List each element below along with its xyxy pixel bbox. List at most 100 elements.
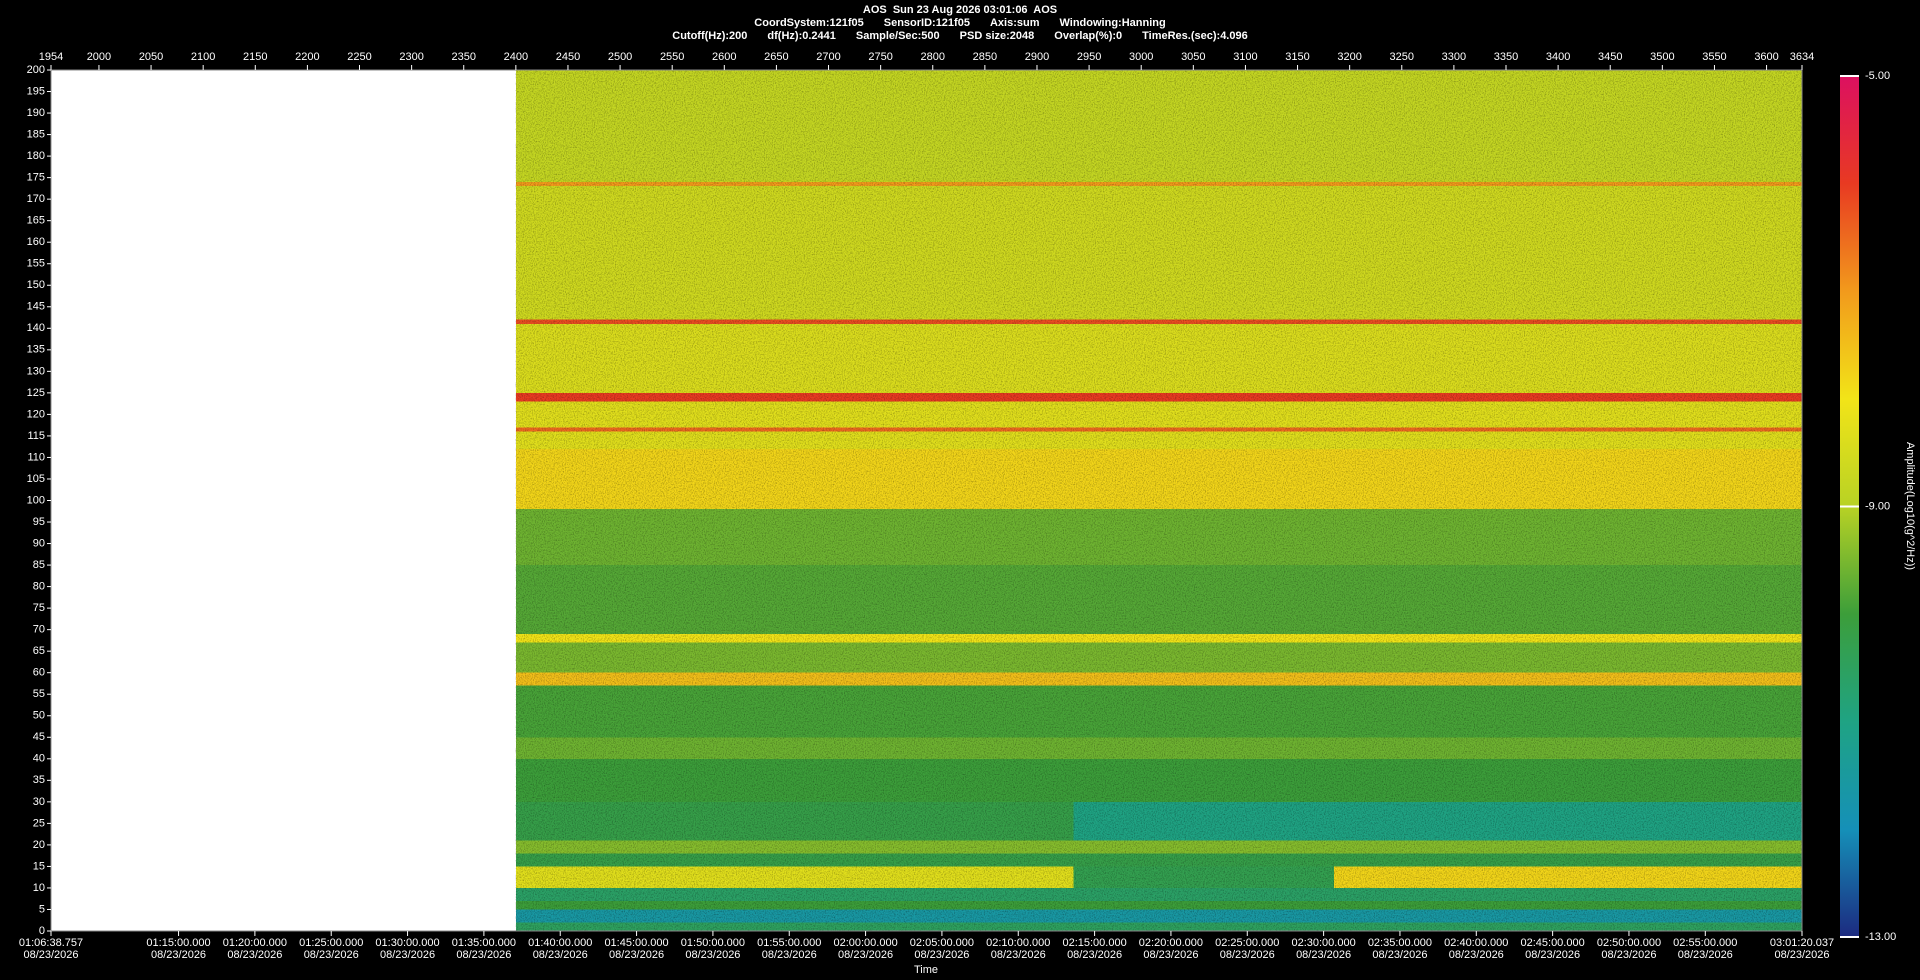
x-tick-label: 01:35:00.000 08/23/2026: [451, 937, 516, 961]
y-tick-label: 145: [27, 301, 45, 313]
y-tick-label: 125: [27, 387, 45, 399]
y-tick-label: 180: [27, 150, 45, 162]
y-tick-label: 185: [27, 128, 45, 140]
y-tick-label: 55: [33, 688, 45, 700]
x-tick-label: 02:50:00.000 08/23/2026: [1596, 937, 1662, 961]
y-tick-label: 165: [27, 215, 45, 227]
y-tick-label: 150: [27, 279, 45, 291]
info-row: CoordSystem:121f05 SensorID:121f05 Axis:su…: [0, 17, 1920, 30]
y-tick-label: 140: [27, 322, 45, 334]
x-tick-label: 01:55:00.000 08/23/2026: [757, 937, 822, 961]
info-item: CoordSystem:121f05: [754, 17, 864, 29]
info-item: Cutoff(Hz):200: [672, 30, 748, 42]
y-tick-label: 90: [33, 537, 45, 549]
info-item: Sample/Sec:500: [855, 30, 940, 42]
x-tick-label: 01:50:00.000 08/23/2026: [680, 937, 746, 961]
y-tick-label: 5: [39, 903, 45, 915]
colorbar-label: Amplitude(Log10(g^2/Hz)): [1904, 442, 1916, 570]
x2-tick-label: 2600: [712, 51, 736, 63]
x2-tick-label: 2450: [556, 51, 580, 63]
y-tick-label: 135: [27, 344, 45, 356]
x-tick-label: 02:00:00.000 08/23/2026: [833, 937, 898, 961]
title: AOS Sun 23 Aug 2026 03:01:06 AOS: [862, 4, 1058, 16]
x2-tick-label: 3600: [1754, 51, 1778, 63]
y-tick-label: 20: [33, 839, 45, 851]
x2-tick-label: 3450: [1598, 51, 1622, 63]
y-tick-label: 95: [33, 516, 45, 528]
x-tick-label: 02:10:00.000 08/23/2026: [986, 937, 1051, 961]
x2-tick-label: 2200: [295, 51, 319, 63]
y-tick-label: 25: [33, 817, 45, 829]
x2-tick-label: 2700: [816, 51, 840, 63]
x2-tick-label: 3100: [1233, 51, 1257, 63]
colorbar-tick-label: -13.00: [1865, 931, 1896, 943]
y-tick-label: 70: [33, 624, 45, 636]
x-tick-label: 01:15:00.000 08/23/2026: [146, 937, 211, 961]
y-tick-label: 15: [33, 860, 45, 872]
x-tick-label: 02:55:00.000 08/23/2026: [1673, 937, 1738, 961]
y-tick-label: 30: [33, 796, 45, 808]
x2-tick-label: 3550: [1702, 51, 1726, 63]
info-item: df(Hz):0.2441: [767, 30, 836, 42]
x-tick-label: 02:25:00.000 08/23/2026: [1215, 937, 1280, 961]
y-tick-label: 45: [33, 731, 45, 743]
y-tick-label: 190: [27, 107, 45, 119]
x2-tick-label: 2850: [973, 51, 997, 63]
y-tick-label: 105: [27, 473, 45, 485]
x2-tick-label: 3300: [1442, 51, 1466, 63]
colorbar-tick-label: -9.00: [1865, 500, 1890, 512]
y-tick-label: 100: [27, 494, 45, 506]
x2-tick-label: 2500: [608, 51, 632, 63]
y-tick-label: 110: [27, 451, 45, 463]
x2-tick-label: 2950: [1077, 51, 1101, 63]
x2-tick-label: 2300: [399, 51, 423, 63]
x2-tick-label: 2650: [764, 51, 788, 63]
y-tick-label: 50: [33, 710, 45, 722]
x2-tick-label: 3000: [1129, 51, 1153, 63]
x2-tick-label: 2350: [451, 51, 475, 63]
info-item: Windowing:Hanning: [1059, 17, 1166, 29]
x-tick-label: 01:20:00.000 08/23/2026: [222, 937, 287, 961]
x2-tick-label: 3634: [1790, 51, 1814, 63]
x2-tick-label: 2250: [347, 51, 371, 63]
x-tick-label: 02:20:00.000 08/23/2026: [1138, 937, 1204, 961]
info-item: PSD size:2048: [959, 30, 1035, 42]
x2-tick-label: 2150: [243, 51, 267, 63]
x-tick-label: 01:30:00.000 08/23/2026: [375, 937, 440, 961]
x-tick-label: 02:35:00.000 08/23/2026: [1367, 937, 1433, 961]
y-tick-label: 65: [33, 645, 45, 657]
x2-tick-label: 3050: [1181, 51, 1205, 63]
x2-tick-label: 3150: [1285, 51, 1309, 63]
y-tick-label: 195: [27, 85, 45, 97]
x-tick-label: 01:40:00.000 08/23/2026: [528, 937, 593, 961]
y-tick-label: 75: [33, 602, 45, 614]
x-tick-label: 01:45:00.000 08/23/2026: [604, 937, 669, 961]
x2-tick-label: 3500: [1650, 51, 1674, 63]
info-row: Cutoff(Hz):200 df(Hz):0.2441 Sample/Sec:50…: [0, 30, 1920, 43]
x-tick-label: 02:40:00.000 08/23/2026: [1444, 937, 1509, 961]
x2-tick-label: 2400: [504, 51, 528, 63]
y-tick-label: 160: [27, 236, 45, 248]
x-tick-label: 02:45:00.000 08/23/2026: [1520, 937, 1585, 961]
x2-tick-label: 3200: [1337, 51, 1361, 63]
y-tick-label: 40: [33, 753, 45, 765]
y-tick-label: 85: [33, 559, 45, 571]
info-item: Overlap(%):0: [1054, 30, 1123, 42]
x2-tick-label: 2800: [921, 51, 945, 63]
x-axis-label: Time: [914, 964, 938, 976]
x-tick-label: 02:30:00.000 08/23/2026: [1291, 937, 1356, 961]
y-tick-label: 200: [27, 64, 45, 76]
x-tick-label: 01:25:00.000 08/23/2026: [299, 937, 364, 961]
texture: [515, 70, 1802, 931]
x2-tick-label: 2100: [191, 51, 215, 63]
info-item: SensorID:121f05: [883, 17, 970, 29]
x2-tick-label: 3250: [1390, 51, 1414, 63]
x2-tick-label: 2550: [660, 51, 684, 63]
info-item: Axis:sum: [989, 17, 1040, 29]
y-tick-label: 35: [33, 774, 45, 786]
y-tick-label: 10: [33, 882, 45, 894]
y-tick-label: 80: [33, 581, 45, 593]
x-tick-label: 01:06:38.757 08/23/2026: [18, 937, 84, 961]
y-tick-label: 130: [27, 365, 45, 377]
x-tick-label: 02:15:00.000 08/23/2026: [1062, 937, 1127, 961]
